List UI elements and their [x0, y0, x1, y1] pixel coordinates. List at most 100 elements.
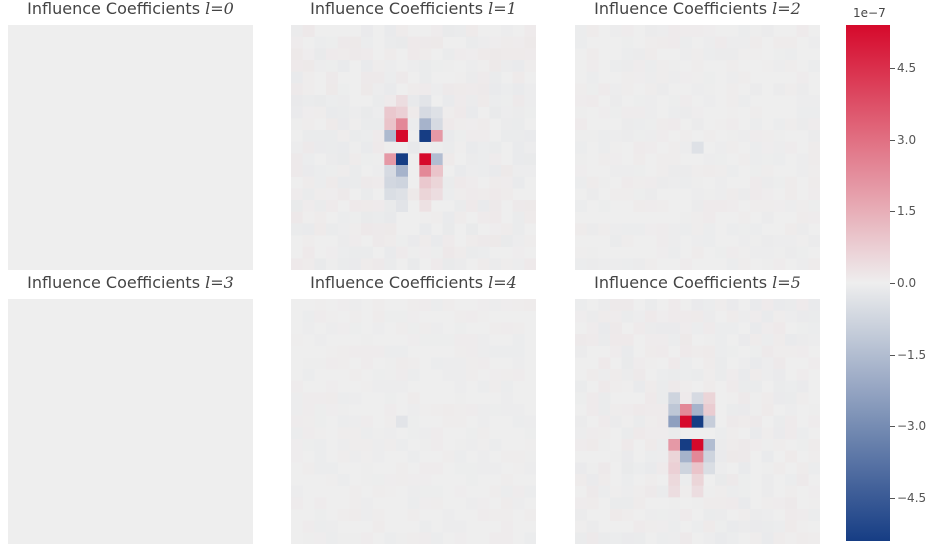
heatmap-cell: [419, 334, 432, 346]
heatmap-cell: [586, 130, 599, 142]
heatmap-cell: [680, 369, 692, 381]
heatmap-cell: [680, 450, 692, 463]
heatmap-cell: [656, 60, 669, 72]
heatmap-cell: [633, 188, 646, 201]
heatmap-cell: [785, 60, 797, 72]
heatmap-cell: [796, 532, 809, 544]
heatmap-cell: [489, 322, 502, 335]
heatmap-cell: [680, 404, 692, 416]
heatmap-cell: [785, 404, 797, 416]
heatmap-cell: [785, 415, 797, 428]
heatmap-cell: [291, 415, 303, 428]
heatmap-cell: [715, 299, 727, 311]
heatmap-cell: [384, 223, 397, 236]
heatmap-cell: [633, 369, 646, 381]
heatmap-cell: [610, 106, 622, 119]
heatmap-cell: [442, 83, 455, 96]
heatmap-cell: [633, 380, 646, 393]
heatmap-cell: [314, 48, 327, 61]
heatmap-cell: [796, 258, 809, 270]
heatmap-cell: [384, 106, 397, 119]
heatmap-cell: [715, 462, 727, 475]
heatmap-cell: [796, 165, 809, 177]
heatmap-cell: [750, 165, 762, 177]
heatmap-cell: [621, 450, 634, 463]
heatmap-cell: [326, 141, 338, 154]
heatmap-cell: [466, 200, 478, 212]
heatmap-cell: [466, 176, 478, 189]
heatmap-cell: [586, 439, 599, 451]
heatmap-cell: [326, 176, 338, 189]
heatmap-cell: [302, 532, 315, 544]
heatmap-cell: [419, 71, 432, 84]
heatmap-cell: [291, 223, 303, 236]
heatmap-cell: [361, 118, 373, 131]
heatmap-cell: [610, 450, 622, 463]
heatmap-cell: [407, 427, 420, 440]
heatmap-cell: [808, 357, 820, 370]
heatmap-cell: [524, 439, 536, 451]
heatmap-cell: [291, 392, 303, 405]
heatmap-cell: [715, 497, 727, 510]
heatmap-cell: [291, 141, 303, 154]
heatmap-cell: [796, 200, 809, 212]
heatmap-cell: [361, 188, 373, 201]
heatmap-cell: [477, 153, 490, 166]
heatmap-cell: [703, 497, 716, 510]
heatmap-cell: [586, 485, 599, 498]
heatmap-cell: [431, 141, 443, 154]
heatmap-cell: [454, 404, 467, 416]
heatmap-cell: [314, 200, 327, 212]
heatmap-cell: [726, 106, 739, 119]
heatmap-cell: [372, 176, 385, 189]
heatmap-cell: [326, 258, 338, 270]
heatmap-cell: [575, 130, 587, 142]
heatmap-cell: [645, 357, 657, 370]
heatmap-cell: [668, 176, 681, 189]
heatmap-cell: [633, 95, 646, 107]
heatmap-cell: [326, 153, 338, 166]
heatmap-cell: [372, 322, 385, 335]
heatmap-cell: [431, 485, 443, 498]
heatmap-cell: [489, 211, 502, 224]
heatmap-cell: [668, 246, 681, 259]
heatmap-cell: [703, 357, 716, 370]
heatmap-grid: [8, 299, 253, 544]
heatmap-cell: [349, 532, 362, 544]
heatmap-cell: [302, 118, 315, 131]
heatmap-cell: [501, 95, 513, 107]
heatmap-cell: [501, 48, 513, 61]
heatmap-cell: [396, 369, 408, 381]
heatmap-cell: [314, 106, 327, 119]
heatmap-cell: [761, 235, 774, 247]
heatmap-cell: [314, 462, 327, 475]
heatmap-cell: [372, 258, 385, 270]
heatmap-cell: [738, 258, 751, 270]
heatmap-cell: [808, 130, 820, 142]
heatmap-cell: [442, 299, 455, 311]
heatmap-cell: [302, 462, 315, 475]
heatmap-cell: [326, 165, 338, 177]
heatmap-cell: [633, 106, 646, 119]
heatmap-cell: [621, 188, 634, 201]
heatmap-cell: [785, 310, 797, 323]
heatmap-cell: [326, 392, 338, 405]
heatmap-cell: [419, 130, 432, 142]
heatmap-cell: [349, 392, 362, 405]
heatmap-cell: [808, 439, 820, 451]
heatmap-cell: [477, 211, 490, 224]
heatmap-cell: [808, 310, 820, 323]
heatmap-cell: [349, 200, 362, 212]
heatmap-cell: [501, 369, 513, 381]
heatmap-cell: [633, 462, 646, 475]
heatmap-cell: [598, 485, 611, 498]
colorbar-tick-label: 1.5: [897, 204, 917, 218]
heatmap-cell: [610, 345, 622, 358]
heatmap-cell: [715, 36, 727, 49]
heatmap-cell: [524, 36, 536, 49]
heatmap-cell: [337, 153, 350, 166]
heatmap-cell: [501, 60, 513, 72]
heatmap-cell: [680, 357, 692, 370]
heatmap-cell: [726, 532, 739, 544]
panel-title-prefix: Influence Coefficients: [594, 0, 768, 18]
